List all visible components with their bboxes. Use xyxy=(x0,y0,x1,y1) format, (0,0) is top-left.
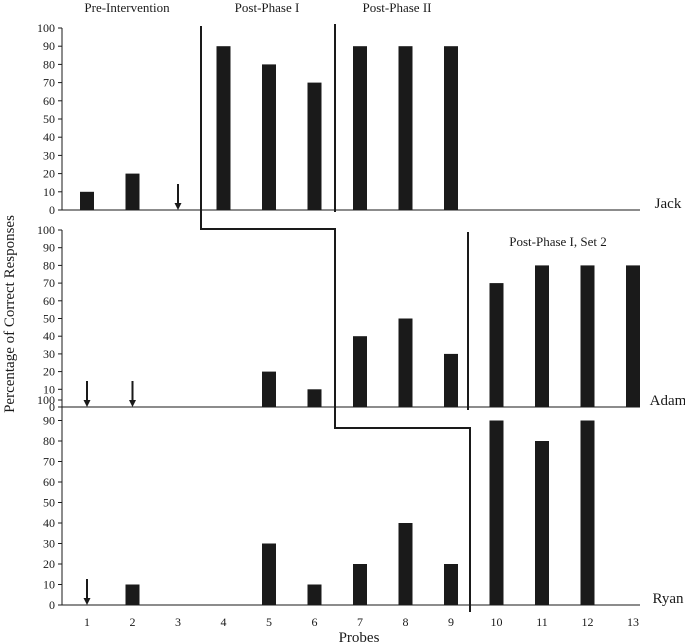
phase-lines-layer xyxy=(200,24,471,612)
phase-change-step-line xyxy=(200,26,471,612)
participant-label-adam: Adam xyxy=(650,393,685,409)
bar-jack-probe-6 xyxy=(307,82,322,210)
zero-marker-arrowhead-jack xyxy=(174,203,182,210)
bar-ryan-probe-8 xyxy=(398,523,413,605)
x-tick-label: 8 xyxy=(403,615,409,629)
bar-adam-probe-11 xyxy=(535,265,549,407)
x-tick-label: 6 xyxy=(312,615,318,629)
bar-jack-probe-5 xyxy=(262,64,276,211)
x-axis-title: Probes xyxy=(339,630,380,644)
bar-adam-probe-10 xyxy=(489,283,504,407)
y-tick-label: 90 xyxy=(43,241,55,255)
bar-adam-probe-8 xyxy=(398,318,413,407)
y-axis-title: Percentage of Correct Responses xyxy=(2,215,18,413)
y-tick-label: 80 xyxy=(43,434,55,448)
y-tick-label: 100 xyxy=(37,223,55,237)
participant-label-jack: Jack xyxy=(655,196,682,212)
bar-adam-probe-7 xyxy=(353,336,367,407)
bar-ryan-probe-7 xyxy=(353,564,367,605)
phase-label-post-phase-2: Post-Phase II xyxy=(363,0,432,15)
bar-adam-probe-5 xyxy=(262,371,276,407)
y-tick-label: 30 xyxy=(43,537,55,551)
bar-ryan-probe-2 xyxy=(125,584,140,605)
y-tick-label: 10 xyxy=(43,578,55,592)
y-tick-label: 0 xyxy=(49,598,55,612)
bar-adam-probe-6 xyxy=(307,389,322,407)
bar-adam-probe-9 xyxy=(444,353,458,407)
y-tick-label: 40 xyxy=(43,130,55,144)
bar-jack-probe-4 xyxy=(216,46,231,211)
bar-ryan-probe-10 xyxy=(489,420,504,605)
y-tick-label: 50 xyxy=(43,112,55,126)
bar-adam-probe-12 xyxy=(580,265,595,407)
y-tick-label: 100 xyxy=(37,393,55,407)
y-tick-label: 10 xyxy=(43,382,55,396)
x-tick-label: 10 xyxy=(491,615,503,629)
y-tick-label: 50 xyxy=(43,496,55,510)
y-tick-label: 50 xyxy=(43,312,55,326)
bar-adam-probe-13 xyxy=(626,265,640,407)
axes-layer xyxy=(58,27,640,606)
zero-marker-arrowhead-ryan xyxy=(83,598,91,605)
x-tick-label: 13 xyxy=(627,615,639,629)
y-tick-label: 80 xyxy=(43,258,55,272)
x-tick-label: 4 xyxy=(221,615,227,629)
participant-label-ryan: Ryan xyxy=(652,591,684,607)
phase-label-post-phase-1-set-2: Post-Phase I, Set 2 xyxy=(509,234,607,249)
x-tick-label: 1 xyxy=(84,615,90,629)
x-tick-label: 2 xyxy=(130,615,136,629)
zero-marker-arrowhead-adam xyxy=(129,400,136,407)
y-tick-label: 40 xyxy=(43,329,55,343)
bar-jack-probe-9 xyxy=(444,46,458,211)
bar-ryan-probe-11 xyxy=(535,441,549,605)
y-tick-label: 20 xyxy=(43,557,55,571)
y-tick-label: 20 xyxy=(43,365,55,379)
y-tick-label: 90 xyxy=(43,414,55,428)
y-tick-label: 70 xyxy=(43,76,55,90)
x-tick-label: 11 xyxy=(536,615,548,629)
y-tick-label: 60 xyxy=(43,294,55,308)
bars-layer xyxy=(80,46,640,605)
x-tick-label: 7 xyxy=(357,615,363,629)
y-tick-label: 20 xyxy=(43,167,55,181)
bar-ryan-probe-12 xyxy=(580,420,595,605)
y-tick-label: 70 xyxy=(43,276,55,290)
bar-jack-probe-7 xyxy=(353,46,367,211)
bar-jack-probe-2 xyxy=(125,173,140,210)
y-tick-label: 60 xyxy=(43,475,55,489)
bar-ryan-probe-6 xyxy=(307,584,322,605)
y-tick-label: 30 xyxy=(43,148,55,162)
phase-label-post-phase-1: Post-Phase I xyxy=(235,0,300,15)
x-tick-label: 5 xyxy=(266,615,272,629)
bar-jack-probe-8 xyxy=(398,46,413,211)
y-tick-label: 60 xyxy=(43,94,55,108)
zero-marker-arrowhead-adam xyxy=(83,400,91,407)
y-tick-label: 40 xyxy=(43,516,55,530)
bar-ryan-probe-5 xyxy=(262,543,276,605)
bar-jack-probe-1 xyxy=(80,191,94,210)
x-tick-label: 9 xyxy=(448,615,454,629)
y-tick-label: 80 xyxy=(43,57,55,71)
x-tick-label: 12 xyxy=(582,615,594,629)
y-tick-label: 90 xyxy=(43,39,55,53)
bar-ryan-probe-9 xyxy=(444,564,458,605)
y-tick-label: 30 xyxy=(43,347,55,361)
y-tick-label: 10 xyxy=(43,185,55,199)
x-tick-label: 3 xyxy=(175,615,181,629)
y-tick-label: 100 xyxy=(37,21,55,35)
phase-label-pre-intervention: Pre-Intervention xyxy=(84,0,170,15)
y-tick-label: 70 xyxy=(43,455,55,469)
y-tick-label: 0 xyxy=(49,400,55,414)
y-tick-label: 0 xyxy=(49,203,55,217)
